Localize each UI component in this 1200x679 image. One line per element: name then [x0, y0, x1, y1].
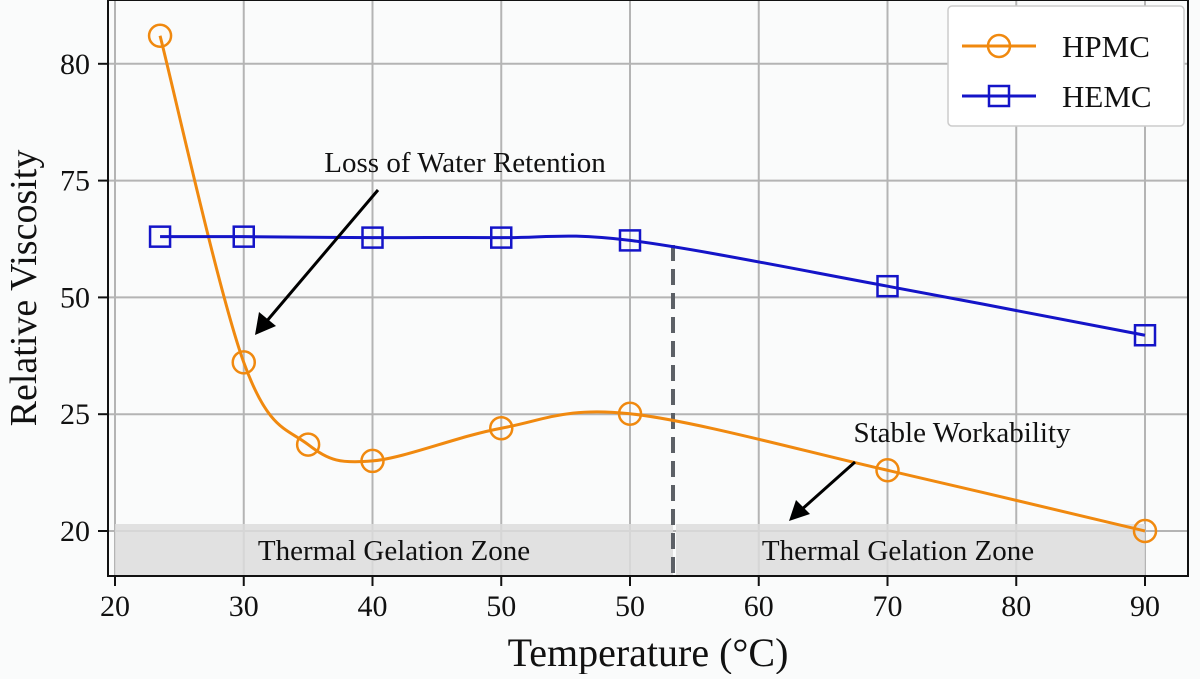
- arrow-loss-head: [255, 312, 276, 335]
- y-tick-label: 80: [60, 48, 90, 81]
- hpmc-point: [875, 458, 900, 483]
- zone-label-left: Thermal Gelation Zone: [258, 535, 530, 567]
- legend-hpmc-label: HPMC: [1062, 29, 1150, 64]
- zones: Thermal Gelation Zone Thermal Gelation Z…: [115, 524, 1145, 576]
- y-axis-label: Relative Viscosity: [3, 150, 45, 427]
- hpmc-point: [1132, 518, 1158, 544]
- hpmc-point: [295, 432, 321, 457]
- hpmc-line: [158, 35, 1146, 533]
- annotation-stable-text: Stable Workability: [853, 417, 1071, 449]
- x-tick-label: 60: [744, 590, 774, 623]
- legend-hemc-marker: [987, 84, 1011, 108]
- x-tick-label: 50: [615, 590, 645, 623]
- arrow-stable: [799, 460, 856, 513]
- series-layer: [147, 23, 1158, 544]
- x-tick-label: 40: [358, 590, 388, 623]
- x-tick-label: 50: [486, 590, 516, 623]
- hemc-line: [160, 234, 1146, 337]
- y-tick-label: 20: [60, 515, 90, 548]
- legend-hemc-label: HEMC: [1062, 79, 1152, 114]
- arrow-stable-head: [789, 500, 810, 521]
- y-tick-label: 75: [60, 165, 90, 198]
- hemc-point: [1133, 323, 1157, 347]
- arrow-loss: [264, 189, 380, 323]
- hemc-point: [148, 225, 172, 248]
- hpmc-point: [360, 448, 385, 474]
- zone-band-left: [115, 524, 673, 576]
- x-tick-label: 80: [1001, 590, 1031, 623]
- hpmc-point: [147, 23, 173, 49]
- hemc-point: [618, 229, 642, 252]
- y-tick-label: 50: [60, 281, 90, 314]
- ticks: 20 30 40 50 50 60 70 80 90 20 25 50 75 80: [60, 48, 1160, 623]
- legend: HPMC HEMC: [947, 5, 1185, 127]
- hemc-point: [876, 274, 899, 298]
- x-tick-label: 20: [100, 590, 130, 623]
- annotation-loss: Loss of Water Retention: [255, 147, 606, 335]
- x-tick-label: 30: [229, 590, 259, 623]
- y-tick-label: 25: [60, 398, 90, 431]
- x-tick-label: 90: [1130, 590, 1160, 623]
- x-axis-label: Temperature (°C): [508, 630, 789, 674]
- hpmc-point: [617, 401, 643, 426]
- legend-hpmc-marker: [986, 33, 1012, 59]
- annotation-loss-text: Loss of Water Retention: [324, 147, 606, 179]
- x-tick-label: 70: [873, 590, 903, 623]
- annotation-stable: Stable Workability: [789, 417, 1071, 521]
- zone-label-right: Thermal Gelation Zone: [762, 535, 1034, 567]
- hemc-point: [232, 225, 255, 248]
- hemc-point: [490, 226, 513, 249]
- hpmc-point: [489, 415, 514, 441]
- hemc-point: [361, 226, 384, 249]
- zone-band-right: [676, 524, 1145, 576]
- plot-frame: [107, 0, 1189, 577]
- hpmc-point: [231, 350, 256, 375]
